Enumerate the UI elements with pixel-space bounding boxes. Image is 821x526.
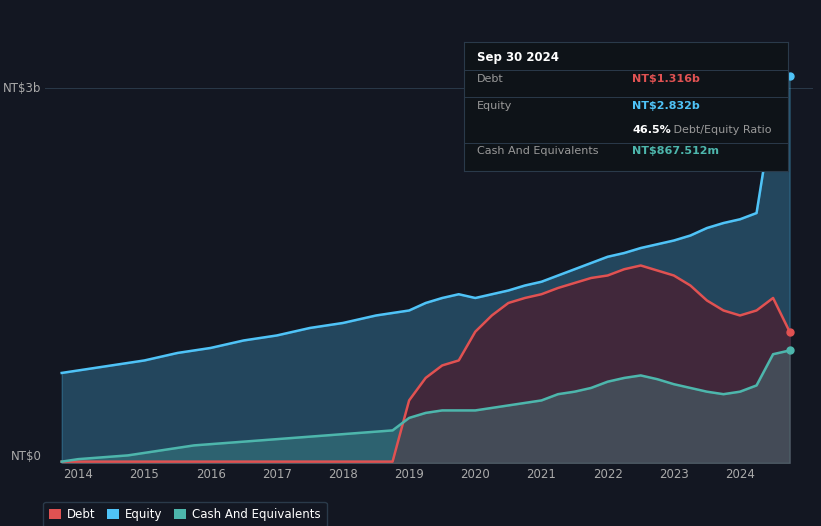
Text: Debt/Equity Ratio: Debt/Equity Ratio (670, 125, 771, 135)
Text: Equity: Equity (477, 102, 512, 112)
Text: Sep 30 2024: Sep 30 2024 (477, 51, 559, 64)
Text: Cash And Equivalents: Cash And Equivalents (477, 146, 599, 156)
Text: NT$2.832b: NT$2.832b (632, 102, 700, 112)
Text: NT$0: NT$0 (11, 450, 41, 463)
Legend: Debt, Equity, Cash And Equivalents: Debt, Equity, Cash And Equivalents (44, 502, 327, 526)
Text: NT$1.316b: NT$1.316b (632, 74, 700, 84)
Text: 46.5%: 46.5% (632, 125, 672, 135)
Text: NT$867.512m: NT$867.512m (632, 146, 719, 156)
Text: Debt: Debt (477, 74, 503, 84)
Text: NT$3b: NT$3b (3, 82, 41, 95)
